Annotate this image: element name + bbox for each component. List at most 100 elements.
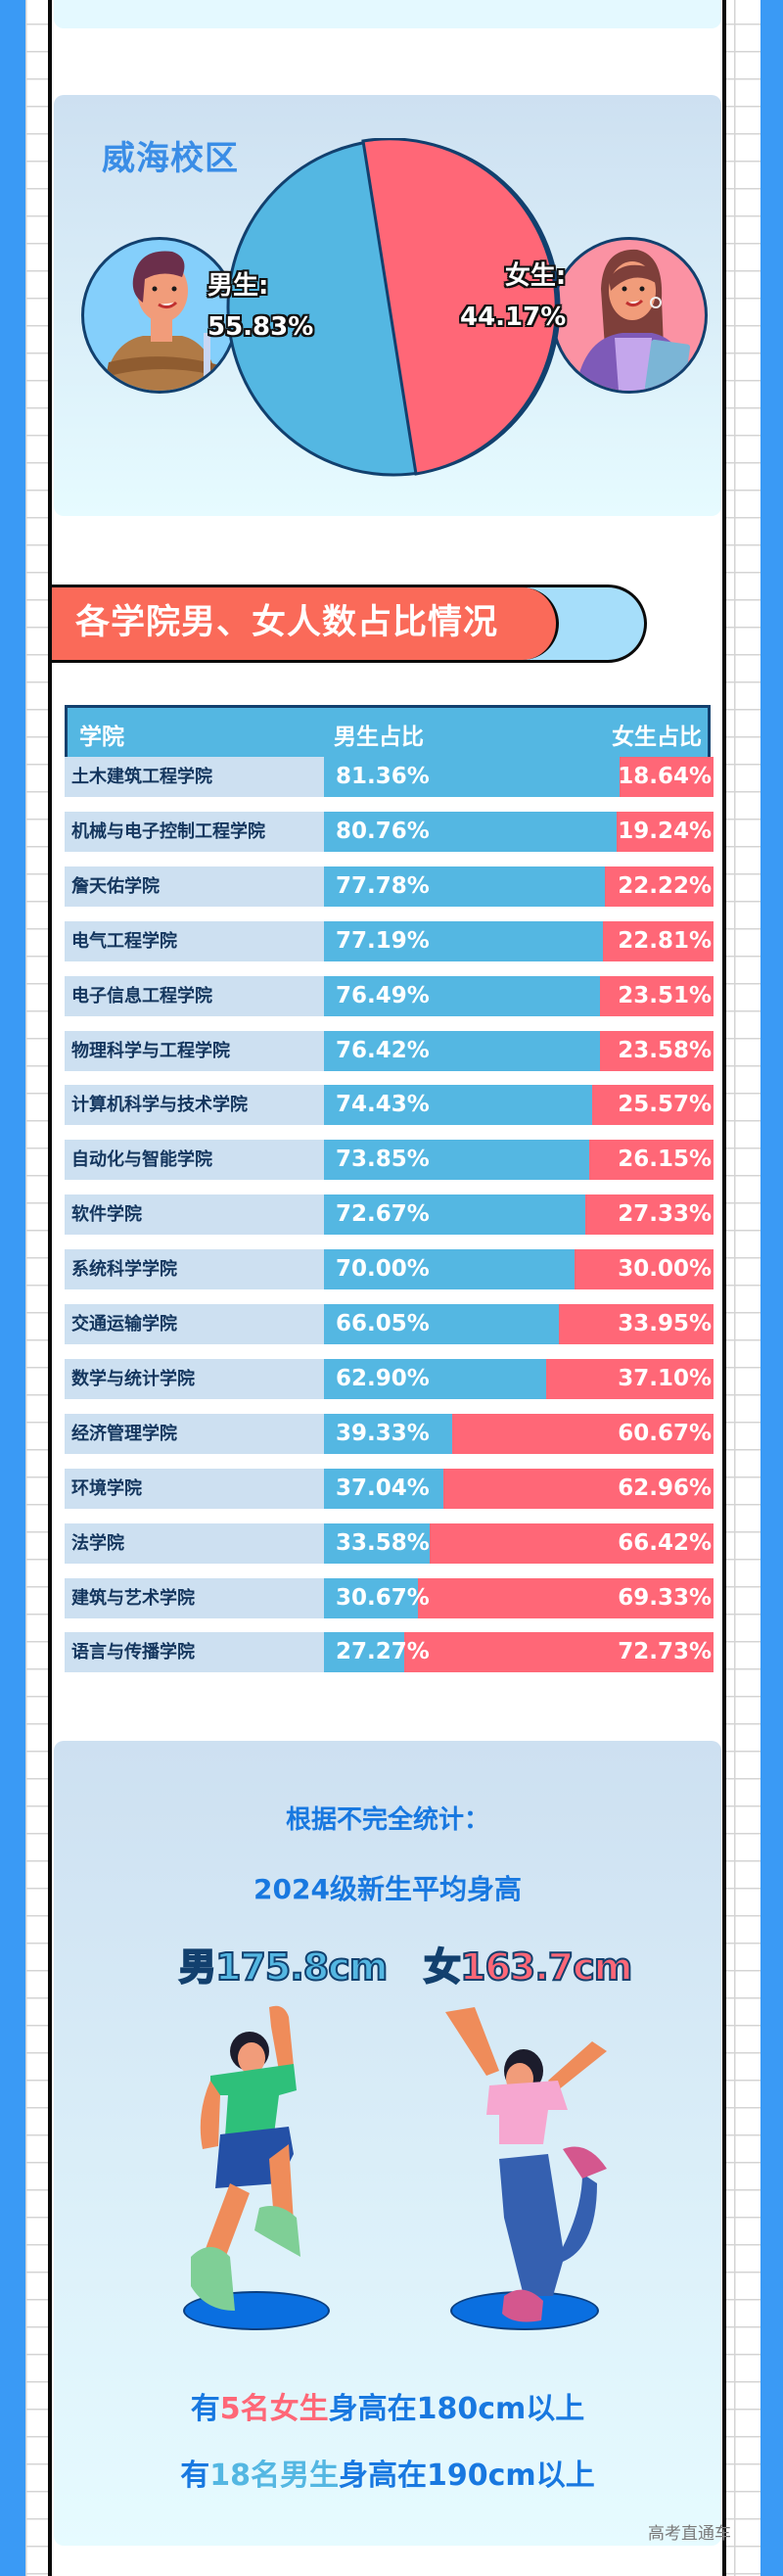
male-ratio-fill [324, 1358, 546, 1399]
female-ratio-value: 25.57% [618, 1092, 712, 1118]
male-ratio-fill [324, 1522, 430, 1564]
table-row: 土木建筑工程学院 81.36% 18.64% [65, 757, 714, 797]
female-ratio-value: 72.73% [618, 1639, 712, 1665]
female-ratio-value: 62.96% [618, 1475, 712, 1501]
ratio-bar: 37.04% 62.96% [324, 1468, 714, 1509]
section-heading: 各学院男、女人数占比情况 [75, 603, 499, 642]
male-ratio-fill [324, 866, 605, 907]
college-name: 物理科学与工程学院 [65, 1030, 324, 1071]
college-name: 交通运输学院 [65, 1304, 324, 1344]
male-ratio-value: 80.76% [336, 818, 430, 844]
ratio-bar: 66.05% 33.95% [324, 1304, 714, 1344]
table-row: 语言与传播学院 27.27% 72.73% [65, 1632, 714, 1673]
female-ratio-value: 60.67% [618, 1420, 712, 1446]
fact-tall-boys: 有18名男生身高在190cm以上 [180, 2459, 595, 2493]
table-row: 物理科学与工程学院 76.42% 23.58% [65, 1030, 714, 1071]
male-ratio-value: 81.36% [336, 764, 430, 789]
ratio-bar: 73.85% 26.15% [324, 1140, 714, 1181]
table-row: 经济管理学院 39.33% 60.67% [65, 1413, 714, 1454]
college-name: 系统科学学院 [65, 1249, 324, 1290]
male-ratio-fill [324, 1468, 443, 1509]
male-ratio-fill [324, 920, 603, 961]
college-name: 电气工程学院 [65, 920, 324, 961]
male-ratio-fill [324, 811, 617, 852]
college-name: 环境学院 [65, 1468, 324, 1509]
fact-tall-girls-highlight: 5名女生 [219, 2392, 329, 2426]
male-ratio-fill [324, 1249, 575, 1290]
section-heading-banner: 各学院男、女人数占比情况 [52, 585, 647, 663]
table-row: 软件学院 72.67% 27.33% [65, 1194, 714, 1236]
table-row: 交通运输学院 66.05% 33.95% [65, 1304, 714, 1344]
table-row: 环境学院 37.04% 62.96% [65, 1468, 714, 1509]
male-ratio-value: 77.78% [336, 872, 430, 899]
college-name: 计算机科学与技术学院 [65, 1085, 324, 1126]
left-border-line [48, 0, 52, 2576]
ratio-bar: 77.78% 22.22% [324, 866, 714, 907]
stats-subtitle: 2024级新生平均身高 [253, 1873, 522, 1905]
male-pie-pct: 55.83% [207, 312, 314, 342]
college-name: 数学与统计学院 [65, 1358, 324, 1399]
male-ratio-fill [324, 1194, 585, 1236]
female-ratio-value: 33.95% [618, 1311, 712, 1336]
right-border-line [722, 0, 726, 2576]
table-row: 数学与统计学院 62.90% 37.10% [65, 1358, 714, 1399]
male-ratio-value: 39.33% [336, 1420, 430, 1446]
male-pie-label: 男生: 55.83% [207, 265, 313, 348]
female-student-icon [576, 249, 691, 391]
pie-female-slice [361, 138, 558, 476]
table-row: 系统科学学院 70.00% 30.00% [65, 1249, 714, 1290]
previous-card-bottom [54, 0, 721, 28]
ratio-bar: 81.36% 18.64% [324, 757, 714, 797]
male-ratio-value: 62.90% [336, 1365, 430, 1391]
table-row: 电气工程学院 77.19% 22.81% [65, 920, 714, 961]
ratio-bar: 76.42% 23.58% [324, 1030, 714, 1071]
ratio-bar: 30.67% 69.33% [324, 1577, 714, 1618]
college-name: 法学院 [65, 1522, 324, 1564]
right-frame-bar [760, 0, 783, 2576]
ratio-bar: 33.58% 66.42% [324, 1522, 714, 1564]
female-ratio-value: 27.33% [618, 1201, 712, 1228]
running-boy-illustration [191, 2005, 300, 2311]
ratio-bar: 62.90% 37.10% [324, 1358, 714, 1399]
banner-red-pill [52, 587, 559, 660]
male-ratio-fill [324, 757, 620, 797]
female-ratio-value: 69.33% [618, 1584, 712, 1611]
male-ratio-value: 30.67% [336, 1584, 430, 1611]
male-ratio-fill [324, 1413, 452, 1454]
table-row: 计算机科学与技术学院 74.43% 25.57% [65, 1085, 714, 1126]
male-avatar [81, 237, 238, 394]
male-ratio-value: 74.43% [336, 1092, 430, 1118]
left-frame-bar [0, 0, 25, 2576]
college-name: 自动化与智能学院 [65, 1140, 324, 1181]
table-row: 电子信息工程学院 76.49% 23.51% [65, 975, 714, 1016]
female-ratio-value: 23.58% [618, 1037, 712, 1063]
female-avatar [551, 237, 708, 394]
ratio-bar: 76.49% 23.51% [324, 975, 714, 1016]
ratio-bar: 27.27% 72.73% [324, 1632, 714, 1673]
ratio-bar: 74.43% 25.57% [324, 1085, 714, 1126]
female-ratio-value: 30.00% [618, 1256, 712, 1283]
header-college: 学院 [79, 725, 124, 750]
header-female-ratio: 女生占比 [612, 725, 702, 750]
male-ratio-fill [324, 1140, 589, 1181]
male-student-icon [104, 251, 221, 391]
male-ratio-value: 27.27% [336, 1639, 430, 1665]
male-ratio-value: 73.85% [336, 1147, 430, 1173]
stats-intro: 根据不完全统计： [285, 1805, 489, 1835]
male-avg-height: 男175.8cm [178, 1944, 389, 1990]
watermark: 高考直通车 [648, 2524, 731, 2544]
male-ratio-value: 33.58% [336, 1529, 430, 1556]
campus-gender-pie-chart [226, 138, 561, 477]
male-ratio-fill [324, 975, 600, 1016]
male-ratio-value: 76.42% [336, 1037, 430, 1063]
female-ratio-value: 22.81% [618, 927, 712, 954]
female-pie-pct: 44.17% [460, 303, 567, 332]
female-ratio-value: 18.64% [618, 764, 712, 789]
ratio-bar: 70.00% 30.00% [324, 1249, 714, 1290]
table-header: 学院 男生占比 女生占比 [65, 705, 711, 760]
female-ratio-value: 26.15% [618, 1147, 712, 1173]
college-name: 语言与传播学院 [65, 1632, 324, 1673]
left-grid-strip [25, 0, 48, 2576]
college-name: 建筑与艺术学院 [65, 1577, 324, 1618]
fact-tall-girls: 有5名女生身高在180cm以上 [190, 2392, 585, 2426]
